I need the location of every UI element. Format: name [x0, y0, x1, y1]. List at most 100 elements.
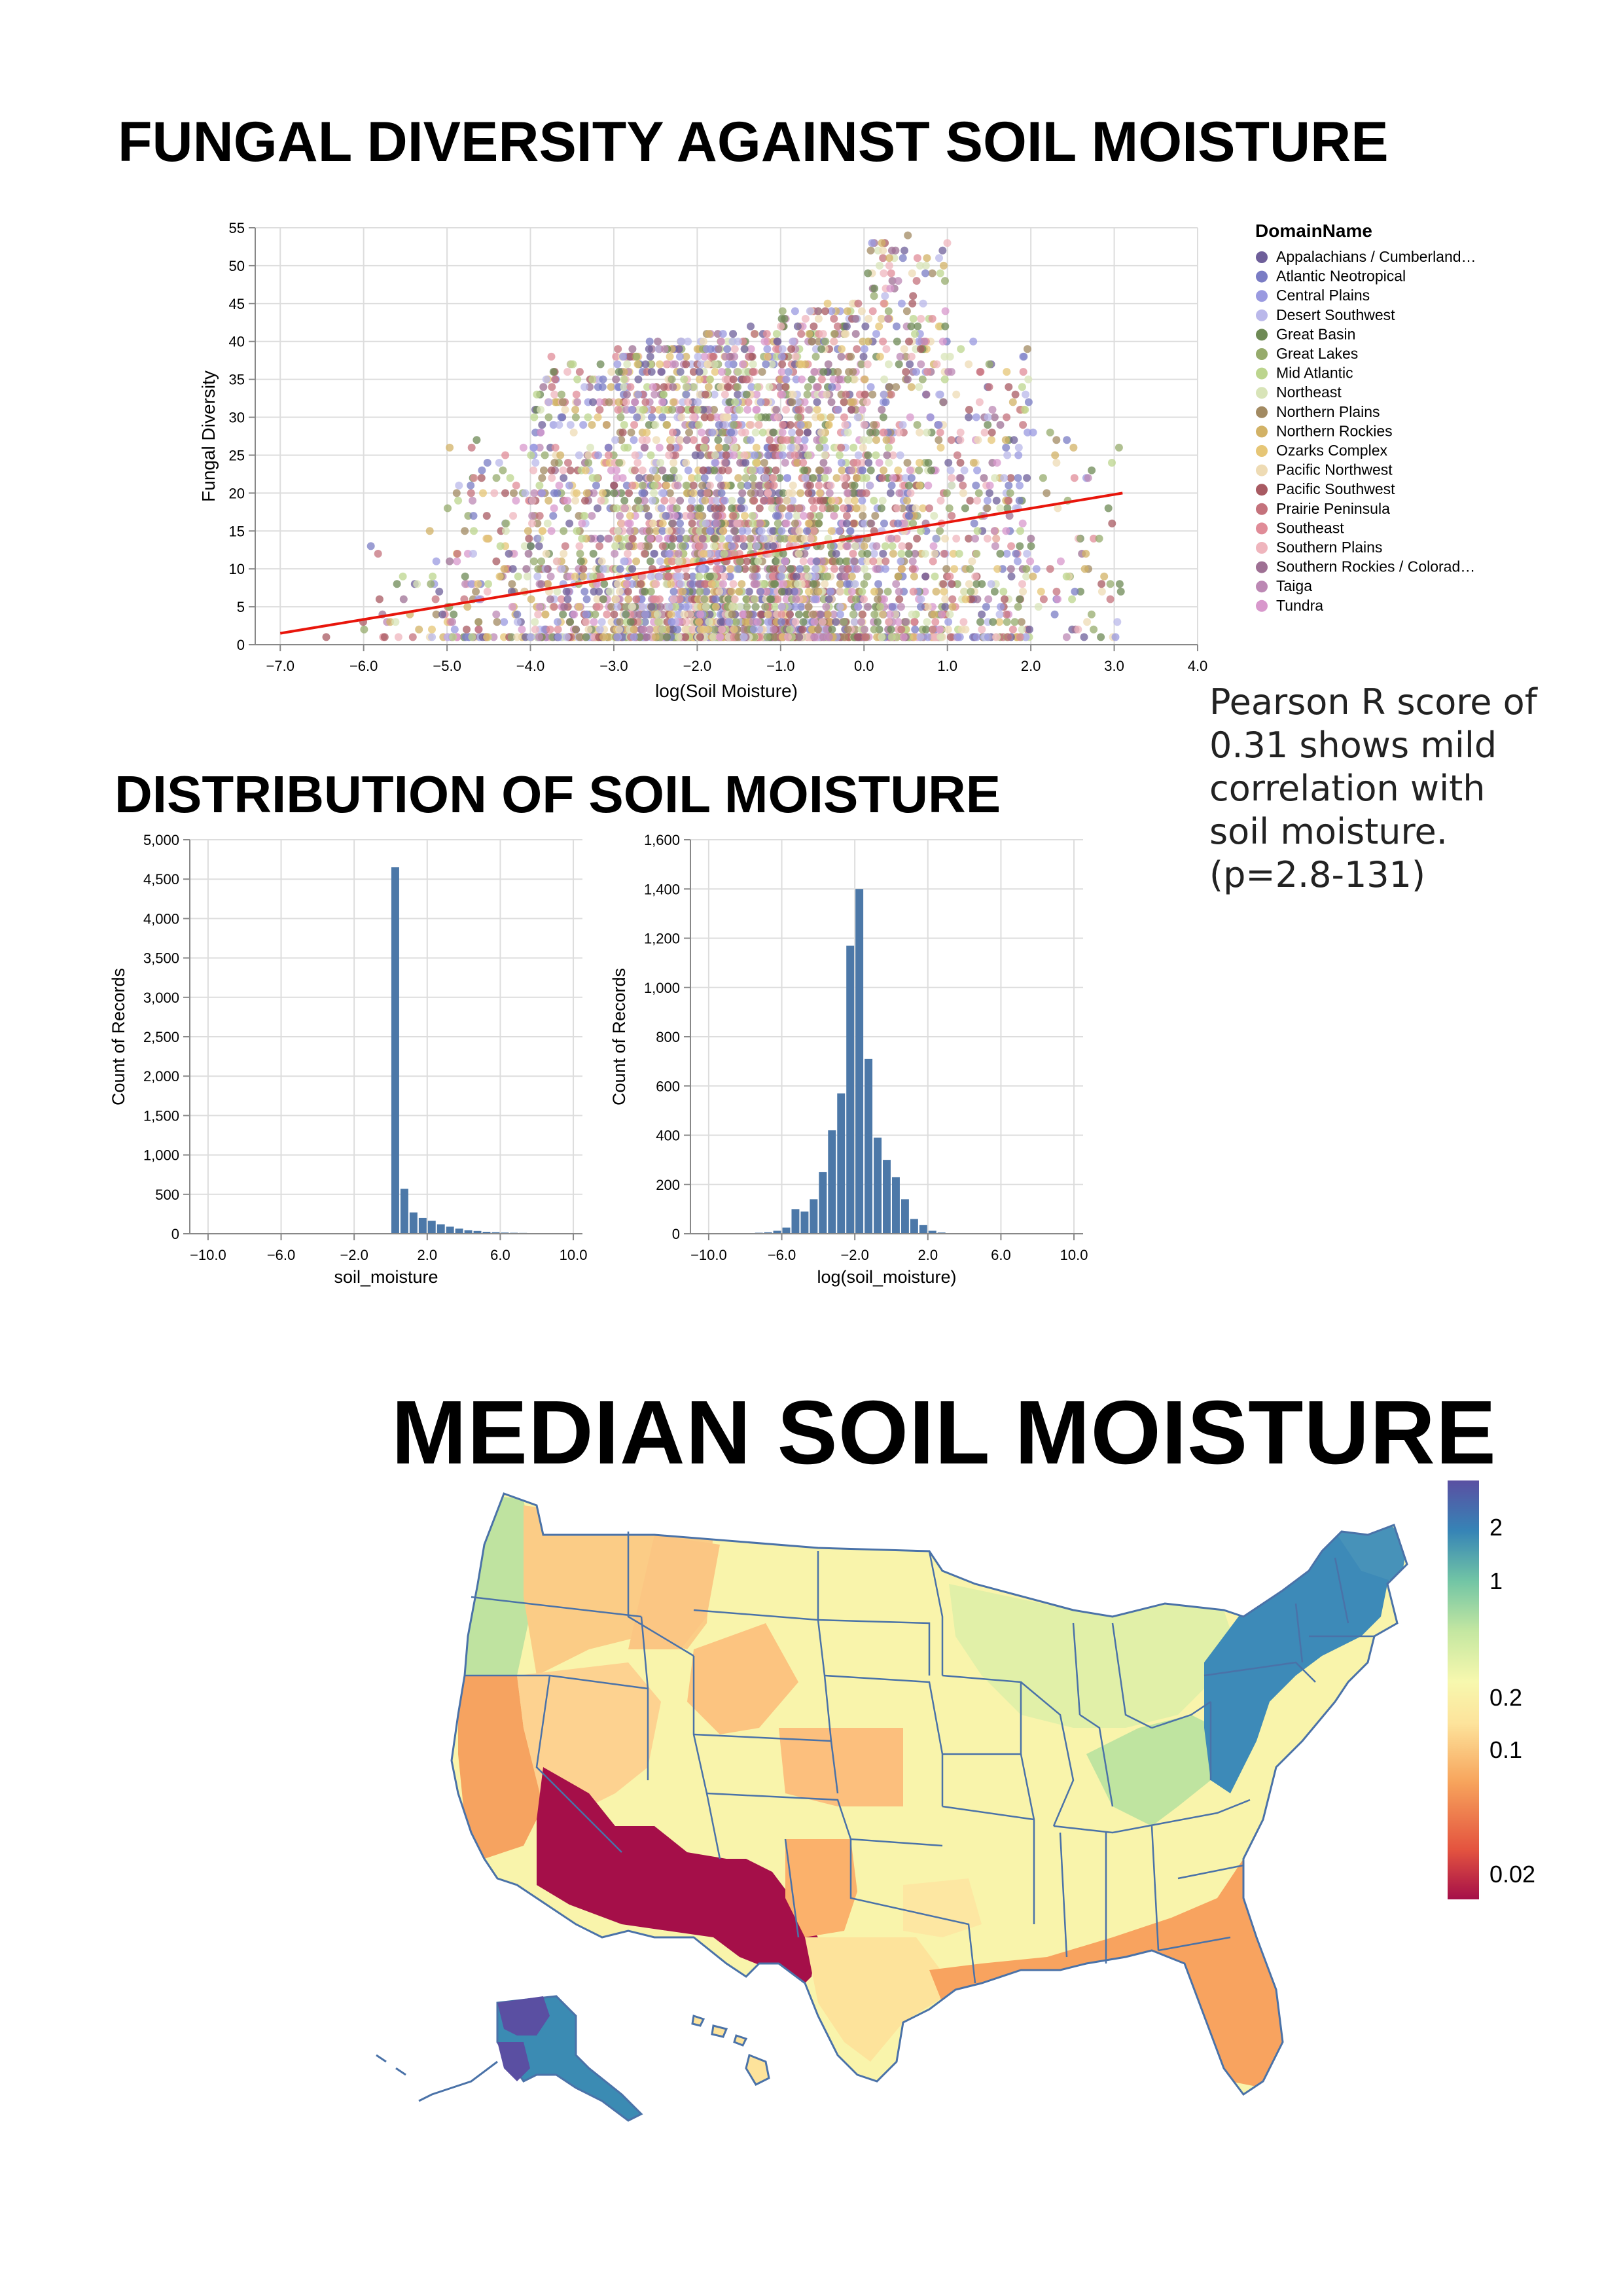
- scatter-point: [501, 519, 510, 528]
- scatter-point: [555, 481, 563, 490]
- scatter-point: [607, 368, 616, 376]
- scatter-point: [438, 610, 446, 619]
- scatter-point: [538, 527, 546, 535]
- scatter-point: [534, 610, 543, 619]
- scatter-point: [483, 459, 491, 467]
- scatter-point: [467, 489, 475, 497]
- scatter-point: [612, 375, 620, 384]
- scatter-point: [640, 550, 649, 558]
- scatter-point: [550, 390, 559, 399]
- scatter-point: [538, 474, 546, 482]
- scatter-point: [684, 466, 692, 475]
- scatter-point: [474, 580, 482, 588]
- scatter-point: [654, 345, 663, 353]
- scatter-point: [472, 587, 480, 596]
- scatter-point: [578, 534, 586, 543]
- scatter-point: [570, 610, 579, 619]
- scatter-point: [366, 542, 375, 550]
- scatter-point: [513, 618, 522, 626]
- scatter-point: [683, 436, 691, 444]
- scatter-point: [622, 481, 631, 490]
- scatter-point: [679, 542, 687, 550]
- scatter-point: [633, 459, 642, 467]
- scatter-point: [647, 587, 655, 596]
- scatter-point: [560, 474, 568, 482]
- scatter-point: [613, 466, 621, 475]
- scatter-point: [571, 406, 580, 414]
- scatter-point: [575, 633, 584, 641]
- scatter-point: [535, 443, 544, 452]
- scatter-point: [614, 580, 622, 588]
- scatter-point: [524, 550, 533, 558]
- scatter-point: [575, 451, 583, 459]
- scatter-point: [636, 542, 645, 550]
- scatter-point: [673, 610, 681, 619]
- scatter-point: [689, 383, 698, 391]
- scatter-point: [649, 383, 657, 391]
- scatter-point: [444, 504, 452, 512]
- colorbar-tick-label: 0.2: [1489, 1684, 1522, 1711]
- scatter-point: [435, 587, 444, 596]
- hawaii: [691, 2015, 770, 2086]
- scatter-point: [620, 496, 629, 505]
- scatter-point: [455, 481, 463, 490]
- scatter-point: [607, 466, 615, 475]
- scatter-point: [432, 610, 440, 619]
- scatter-point: [514, 572, 522, 581]
- scatter-point: [461, 580, 469, 588]
- scatter-point: [537, 557, 546, 565]
- scatter-point: [477, 474, 486, 482]
- scatter-point: [593, 595, 601, 603]
- scatter-point: [530, 413, 539, 422]
- scatter-point: [533, 572, 542, 581]
- scatter-point: [562, 587, 571, 596]
- scatter-point: [374, 550, 382, 558]
- scatter-point: [569, 428, 578, 437]
- scatter-chart: −7.0 −6.0 −5.0 −4.0 −3.0 −2.0 −1.0 0.0 1.0 2.0 3.0…: [198, 220, 1476, 701]
- scatter-point: [531, 459, 540, 467]
- scatter-point: [605, 534, 613, 543]
- scatter-point: [688, 572, 697, 581]
- scatter-point: [431, 595, 440, 603]
- scatter-point: [542, 550, 550, 558]
- scatter-point: [527, 633, 535, 641]
- scatter-point: [618, 428, 627, 437]
- scatter-point: [518, 625, 526, 634]
- scatter-point: [538, 489, 546, 497]
- scatter-point: [360, 625, 368, 634]
- scatter-point: [594, 504, 602, 512]
- scatter-point: [550, 489, 558, 497]
- scatter-point: [669, 466, 678, 475]
- scatter-point: [677, 580, 685, 588]
- scatter-point: [496, 542, 505, 550]
- scatter-point: [519, 443, 527, 452]
- scatter-point: [527, 451, 535, 459]
- scatter-point: [482, 512, 491, 520]
- scatter-point: [523, 572, 531, 581]
- scatter-point: [582, 489, 591, 497]
- scatter-point: [646, 352, 654, 361]
- scatter-point: [605, 587, 614, 596]
- scatter-point: [527, 595, 535, 603]
- scatter-point: [561, 406, 569, 414]
- scatter-point: [614, 345, 622, 353]
- scatter-point: [552, 557, 561, 565]
- scatter-point: [668, 496, 677, 505]
- scatter-point: [560, 527, 568, 535]
- scatter-point: [654, 534, 663, 543]
- scatter-point: [594, 451, 603, 459]
- scatter-point: [563, 595, 572, 603]
- scatter-point: [580, 587, 589, 596]
- scatter-point: [584, 413, 592, 422]
- scatter-point: [533, 519, 542, 528]
- scatter-point: [560, 550, 568, 558]
- scatter-point: [394, 633, 402, 641]
- pearson-note-line: soil moisture.: [1209, 811, 1448, 852]
- scatter-point: [506, 474, 514, 482]
- scatter-point: [681, 603, 690, 611]
- scatter-point: [582, 633, 590, 641]
- scatter-point: [624, 443, 632, 452]
- scatter-point: [432, 557, 440, 565]
- scatter-point: [595, 398, 603, 406]
- scatter-point: [620, 421, 628, 429]
